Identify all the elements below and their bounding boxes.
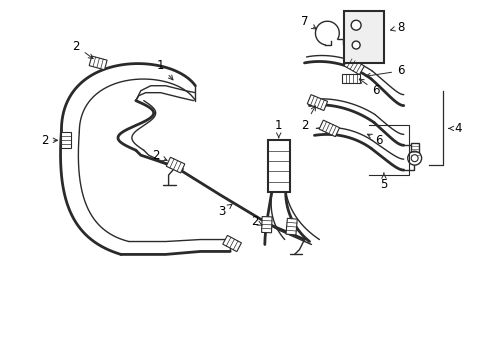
Text: 2: 2	[300, 106, 315, 132]
Polygon shape	[285, 218, 297, 235]
Text: 2: 2	[251, 215, 262, 228]
Circle shape	[407, 151, 421, 165]
Text: 6: 6	[365, 64, 404, 78]
Text: 1: 1	[274, 119, 282, 138]
Text: 6: 6	[366, 134, 382, 147]
Bar	[267, 140, 289, 192]
Polygon shape	[343, 57, 364, 75]
Circle shape	[410, 155, 417, 162]
Text: 2: 2	[41, 134, 58, 147]
Text: 4: 4	[448, 122, 461, 135]
Text: 8: 8	[390, 21, 404, 34]
Bar	[344, 11, 383, 63]
Polygon shape	[223, 235, 241, 252]
Polygon shape	[166, 157, 184, 173]
Circle shape	[351, 41, 359, 49]
Text: 6: 6	[359, 79, 379, 97]
Bar	[410, 143, 418, 155]
Text: 5: 5	[380, 173, 387, 192]
Text: 1: 1	[157, 59, 173, 80]
Polygon shape	[61, 132, 71, 148]
Text: 3: 3	[218, 204, 231, 218]
Text: 2: 2	[72, 40, 93, 59]
Polygon shape	[306, 95, 327, 111]
Text: 7: 7	[300, 15, 316, 29]
Text: 2: 2	[152, 149, 167, 162]
Polygon shape	[89, 56, 107, 70]
Polygon shape	[319, 120, 339, 137]
Circle shape	[350, 20, 360, 30]
Polygon shape	[261, 217, 271, 233]
Polygon shape	[342, 74, 359, 83]
